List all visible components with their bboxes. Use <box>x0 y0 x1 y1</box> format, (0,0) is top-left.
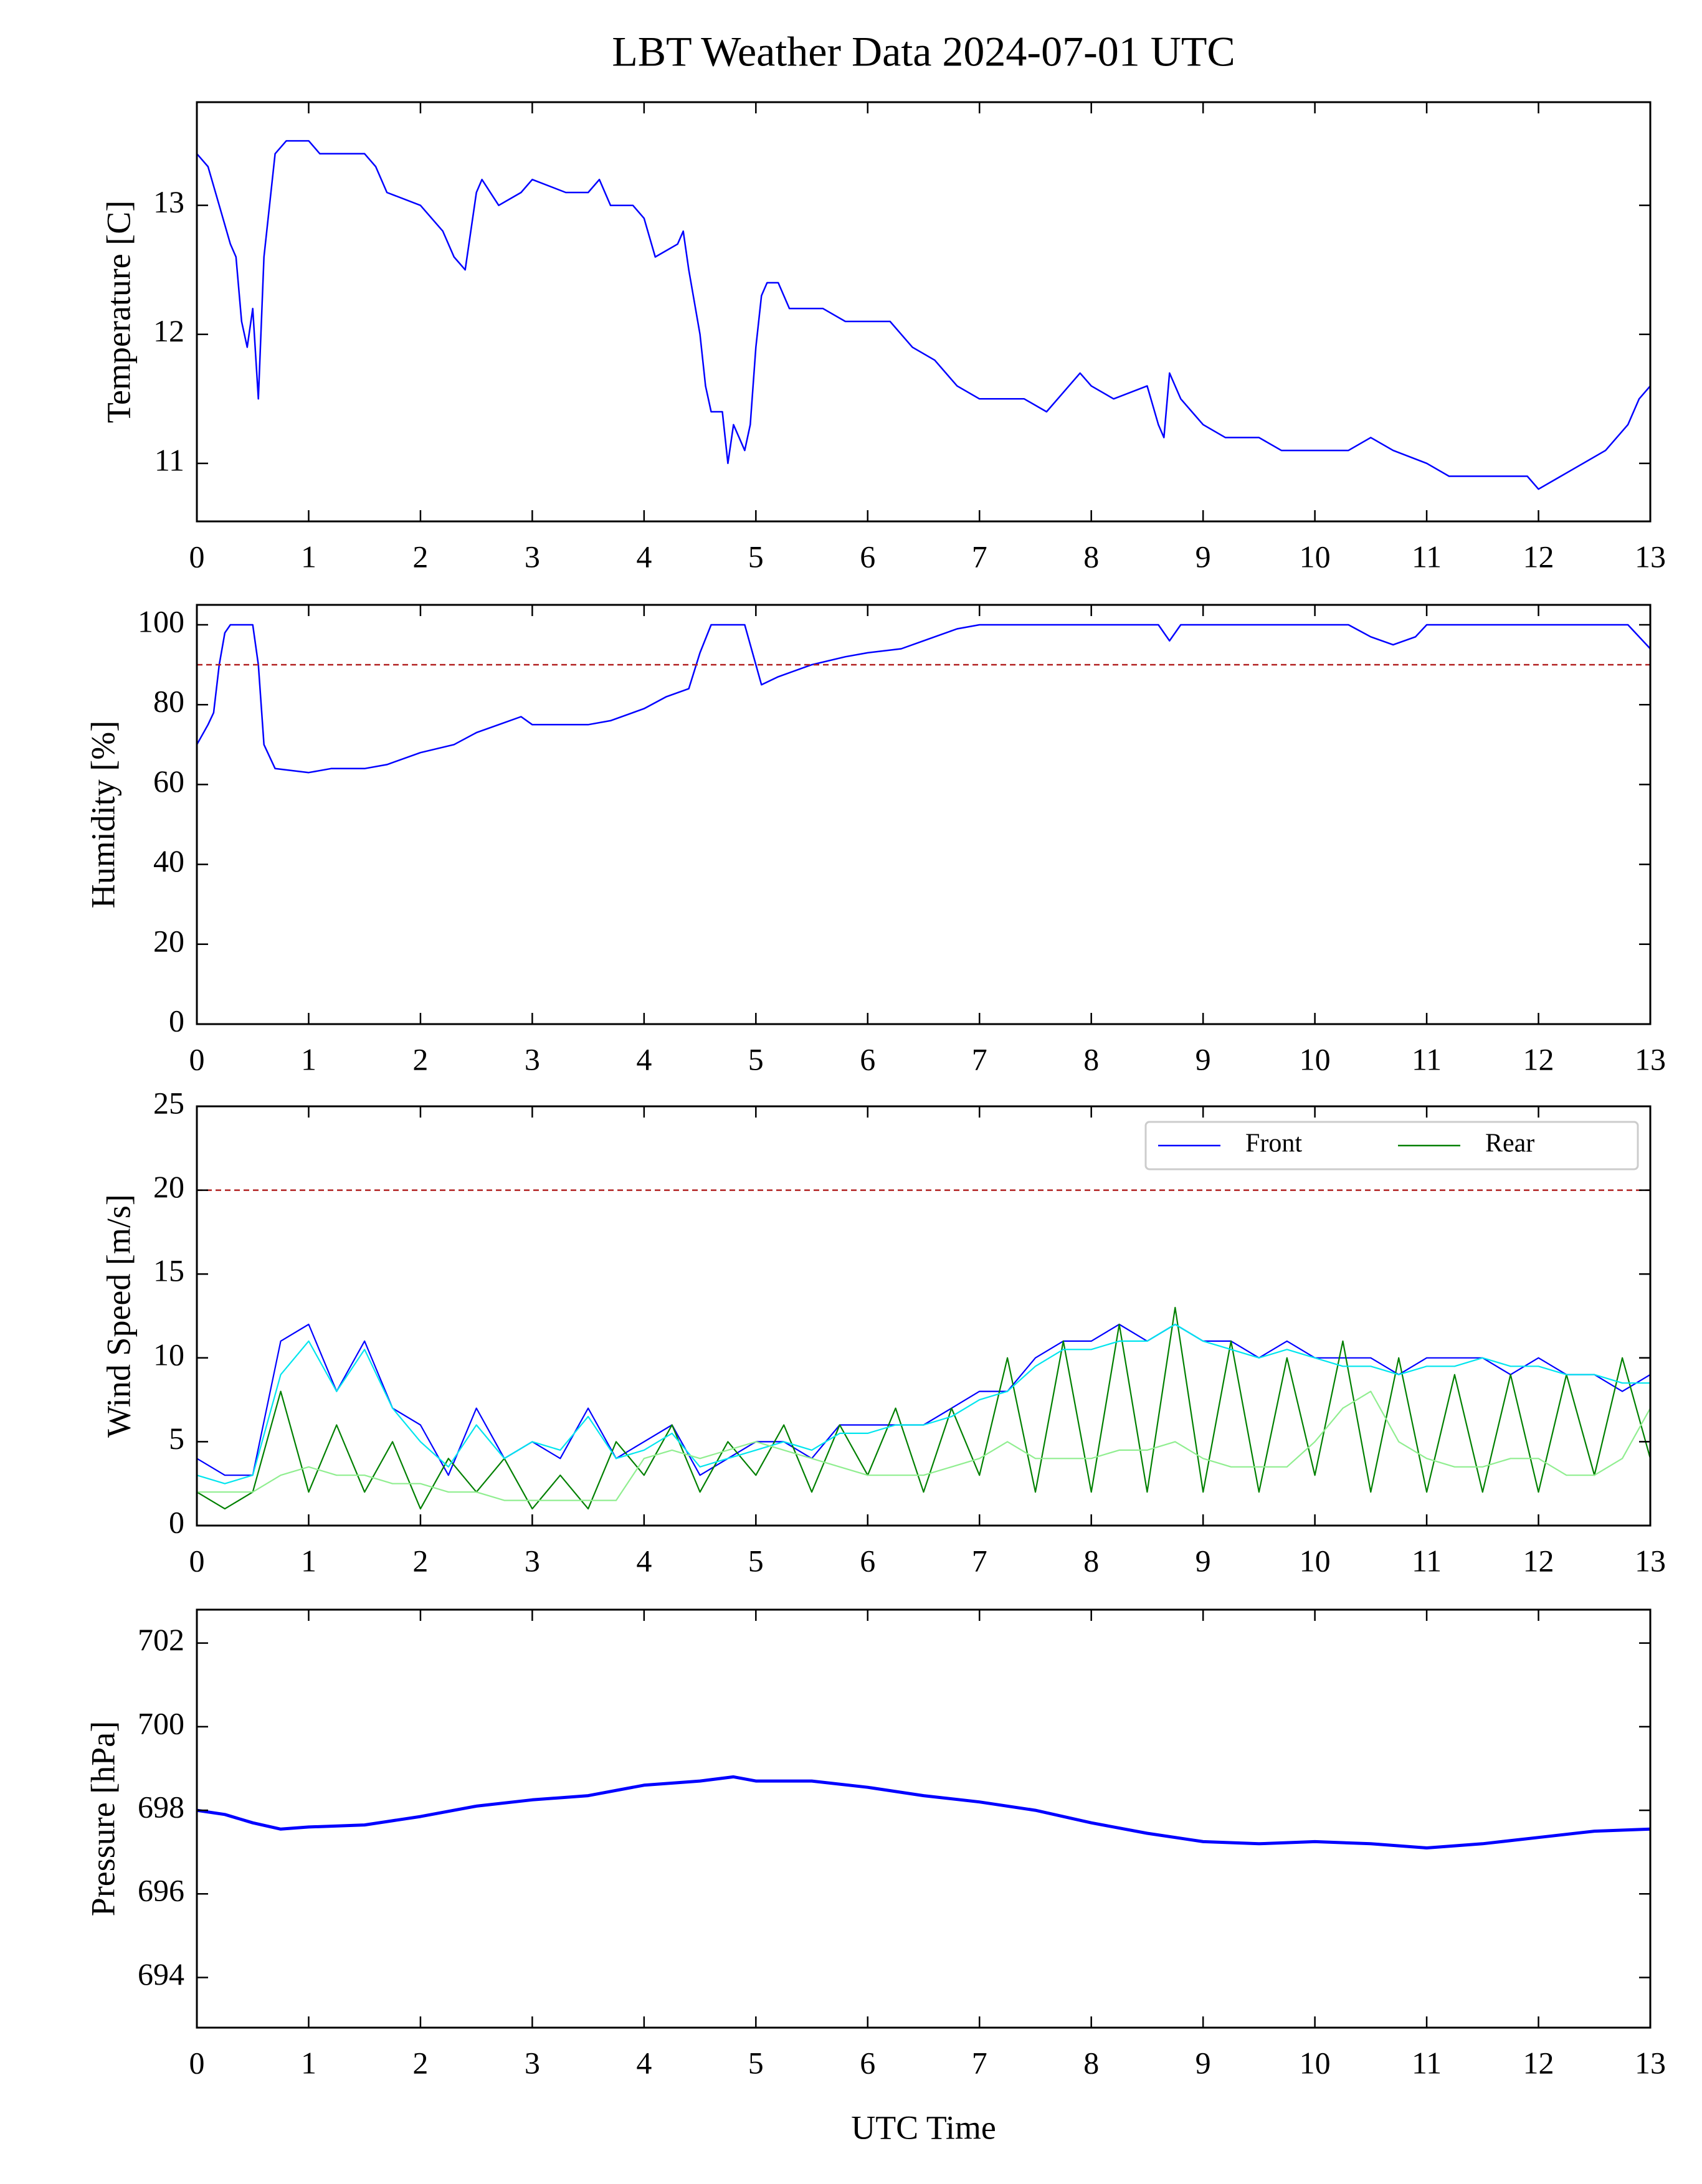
x-tick-label: 7 <box>972 1543 987 1578</box>
y-tick-label: 60 <box>153 764 184 799</box>
legend-box <box>1144 1121 1639 1170</box>
data-line <box>196 1306 1652 1510</box>
y-tick-label: 0 <box>169 1504 184 1539</box>
x-tick-label: 11 <box>1412 539 1442 574</box>
x-tick-label: 10 <box>1300 1543 1331 1578</box>
x-axis-label: UTC Time <box>851 2109 996 2146</box>
x-tick-label: 13 <box>1635 539 1666 574</box>
plot-frame <box>196 101 1652 523</box>
y-axis-label: Humidity [%] <box>84 721 121 908</box>
y-axis-label: Pressure [hPa] <box>84 1721 121 1916</box>
plot-frame <box>196 604 1652 1025</box>
y-tick-label: 20 <box>153 1169 184 1204</box>
x-tick-label: 12 <box>1523 2045 1554 2080</box>
x-tick-label: 8 <box>1083 1543 1099 1578</box>
y-tick-label: 696 <box>138 1873 184 1908</box>
x-tick-label: 1 <box>301 1042 316 1076</box>
x-tick-label: 0 <box>189 2045 205 2080</box>
y-tick-label: 5 <box>169 1421 184 1456</box>
x-tick-label: 12 <box>1523 1543 1554 1578</box>
x-tick-label: 0 <box>189 1543 205 1578</box>
data-line <box>196 624 1651 774</box>
data-line <box>196 1323 1650 1484</box>
x-tick-label: 7 <box>972 2045 987 2080</box>
data-line <box>197 1390 1651 1501</box>
x-tick-label: 9 <box>1196 539 1211 574</box>
x-tick-label: 9 <box>1196 1543 1211 1578</box>
x-tick-label: 2 <box>412 539 428 574</box>
y-tick-label: 702 <box>138 1622 184 1657</box>
x-tick-label: 12 <box>1523 1042 1554 1076</box>
data-line <box>196 140 1651 490</box>
x-tick-label: 10 <box>1300 539 1331 574</box>
x-tick-label: 2 <box>412 1042 428 1076</box>
x-tick-label: 9 <box>1196 2045 1211 2080</box>
x-tick-label: 6 <box>860 2045 875 2080</box>
y-tick-label: 13 <box>153 184 184 219</box>
y-tick-label: 25 <box>153 1085 184 1120</box>
y-axis-label: Temperature [C] <box>100 201 137 424</box>
x-tick-label: 13 <box>1635 1042 1666 1076</box>
x-tick-label: 3 <box>525 1543 540 1578</box>
y-tick-label: 0 <box>169 1003 184 1038</box>
y-tick-label: 698 <box>138 1790 184 1825</box>
y-tick-label: 80 <box>153 684 184 719</box>
legend-label: Front <box>1245 1129 1302 1158</box>
y-tick-label: 100 <box>138 604 184 639</box>
x-tick-label: 9 <box>1196 1042 1211 1076</box>
y-tick-label: 20 <box>153 923 184 958</box>
x-tick-label: 8 <box>1083 1042 1099 1076</box>
x-tick-label: 1 <box>301 1543 316 1578</box>
y-tick-label: 12 <box>153 313 184 348</box>
x-tick-label: 5 <box>748 539 764 574</box>
plot-frame <box>196 1608 1652 2029</box>
x-tick-label: 2 <box>412 2045 428 2080</box>
y-tick-label: 40 <box>153 843 184 878</box>
chart-title: LBT Weather Data 2024-07-01 UTC <box>612 28 1235 75</box>
x-tick-label: 3 <box>525 539 540 574</box>
x-tick-label: 6 <box>860 539 875 574</box>
x-tick-label: 0 <box>189 1042 205 1076</box>
y-tick-label: 10 <box>153 1337 184 1372</box>
data-line <box>196 1323 1651 1476</box>
x-tick-label: 10 <box>1300 1042 1331 1076</box>
x-tick-label: 13 <box>1635 2045 1666 2080</box>
y-tick-label: 11 <box>155 442 184 477</box>
x-tick-label: 11 <box>1412 2045 1442 2080</box>
x-tick-label: 11 <box>1412 1543 1442 1578</box>
y-axis-label: Wind Speed [m/s] <box>100 1194 137 1438</box>
x-tick-label: 6 <box>860 1543 875 1578</box>
x-tick-label: 4 <box>636 1042 652 1076</box>
x-tick-label: 1 <box>301 539 316 574</box>
x-tick-label: 0 <box>189 539 205 574</box>
x-tick-label: 3 <box>525 2045 540 2080</box>
x-tick-label: 6 <box>860 1042 875 1076</box>
x-tick-label: 11 <box>1412 1042 1442 1076</box>
x-tick-label: 5 <box>748 1543 764 1578</box>
x-tick-label: 4 <box>636 2045 652 2080</box>
x-tick-label: 7 <box>972 539 987 574</box>
legend-label: Rear <box>1485 1129 1534 1158</box>
x-tick-label: 5 <box>748 2045 764 2080</box>
x-tick-label: 4 <box>636 1543 652 1578</box>
x-tick-label: 12 <box>1523 539 1554 574</box>
y-tick-label: 15 <box>153 1253 184 1288</box>
x-tick-label: 1 <box>301 2045 316 2080</box>
x-tick-label: 5 <box>748 1042 764 1076</box>
x-tick-label: 8 <box>1083 539 1099 574</box>
plot-frame <box>196 1105 1652 1527</box>
y-tick-label: 694 <box>138 1957 184 1992</box>
x-tick-label: 10 <box>1300 2045 1331 2080</box>
x-tick-label: 3 <box>525 1042 540 1076</box>
x-tick-label: 2 <box>412 1543 428 1578</box>
x-tick-label: 13 <box>1635 1543 1666 1578</box>
data-line <box>196 1775 1651 1849</box>
x-tick-label: 8 <box>1083 2045 1099 2080</box>
x-tick-label: 7 <box>972 1042 987 1076</box>
x-tick-label: 4 <box>636 539 652 574</box>
y-tick-label: 700 <box>138 1706 184 1740</box>
